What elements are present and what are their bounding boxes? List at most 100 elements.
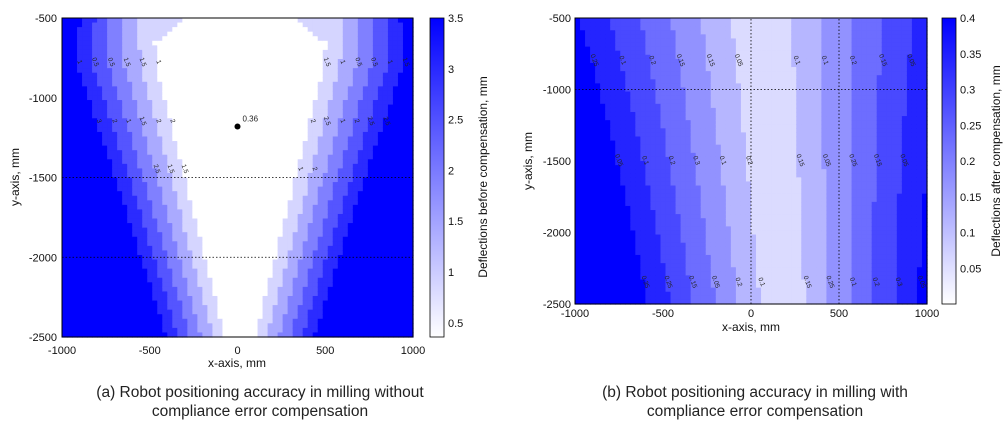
contour-cell [332,145,339,151]
contour-cell [157,273,163,279]
contour-cell [207,81,214,87]
contour-cell [337,127,344,133]
contour-cell [282,227,289,233]
contour-cell [167,163,173,169]
contour-cell [147,305,153,311]
contour-cell [287,318,294,324]
contour-cell [272,332,279,338]
contour-cell [242,49,249,56]
contour-cell [202,213,209,220]
contour-cell [347,236,354,242]
contour-cell [307,204,314,210]
contour-cell [72,186,78,192]
contour-cell [67,109,73,115]
contour-cell [177,18,183,24]
contour-cell [397,200,404,206]
contour-cell [127,305,133,311]
contour-cell [392,200,399,206]
contour-cell [402,172,409,179]
contour-cell [407,314,414,320]
contour-cell [287,241,294,247]
contour-cell [262,300,269,306]
contour-cell [237,141,244,147]
contour-cell [177,273,183,279]
contour-cell [357,45,364,51]
contour-cell [257,232,264,238]
contour-cell [287,68,294,74]
contour-cell [392,49,399,56]
contour-cell [62,277,68,283]
contour-cell [337,191,344,197]
contour-cell [392,277,399,283]
contour-cell [337,63,344,69]
contour-cell [407,241,414,247]
contour-cell [97,209,103,215]
contour-cell [392,218,399,224]
contour-cell [107,22,113,28]
contour-cell [307,54,314,60]
contour-cell [177,31,183,37]
contour-cell [217,309,224,315]
contour-cell [212,31,219,37]
contour-cell [407,254,414,261]
contour-cell [372,95,379,101]
contour-cell [377,291,384,297]
contour-cell [287,191,294,197]
contour-cell [342,18,349,24]
contour-cell [112,36,118,42]
contour-cell [122,127,128,133]
contour-cell [317,254,324,261]
contour-cell [277,204,284,210]
contour-cell [287,314,294,320]
contour-cell [372,177,379,183]
contour-cell [327,141,334,147]
contour-cell [202,141,209,147]
contour-cell [317,200,324,206]
x-tick: 1000 [401,345,425,357]
contour-cell [92,113,98,119]
contour-cell [257,195,264,201]
contour-cell [222,141,229,147]
contour-cell [407,277,414,283]
contour-cell [317,145,324,151]
contour-cell [302,136,309,142]
contour-cell [132,31,138,37]
contour-cell [257,277,264,283]
contour-cell [282,300,289,306]
contour-cell [242,191,249,197]
contour-cell [342,209,349,215]
contour-cell [132,209,138,215]
contour-cell [282,22,289,28]
contour-cell [362,186,369,192]
contour-cell [172,218,178,224]
contour-cell [207,68,214,74]
contour-cell [292,323,299,329]
contour-cell [147,227,153,233]
contour-cell [137,273,143,279]
contour-cell [327,31,334,37]
contour-cell [242,204,249,210]
contour-cell [342,27,349,33]
contour-cell [122,218,128,224]
contour-cell [367,245,374,252]
contour-cell [247,200,254,206]
contour-cell [382,191,389,197]
contour-cell [367,27,374,33]
contour-cell [77,250,83,256]
contour-cell [107,191,113,197]
contour-cell [342,40,349,46]
contour-cell [207,150,214,156]
contour-cell [407,218,414,224]
contour-cell [142,282,148,288]
contour-cell [142,200,148,206]
contour-cell [362,177,369,183]
contour-cell [212,40,219,46]
contour-cell [137,209,143,215]
contour-cell [127,191,133,197]
contour-cell [327,100,334,106]
contour-cell [117,295,123,302]
contour-cell [282,104,289,110]
contour-cell [367,291,374,297]
contour-cell [107,141,113,147]
contour-cell [267,141,274,147]
